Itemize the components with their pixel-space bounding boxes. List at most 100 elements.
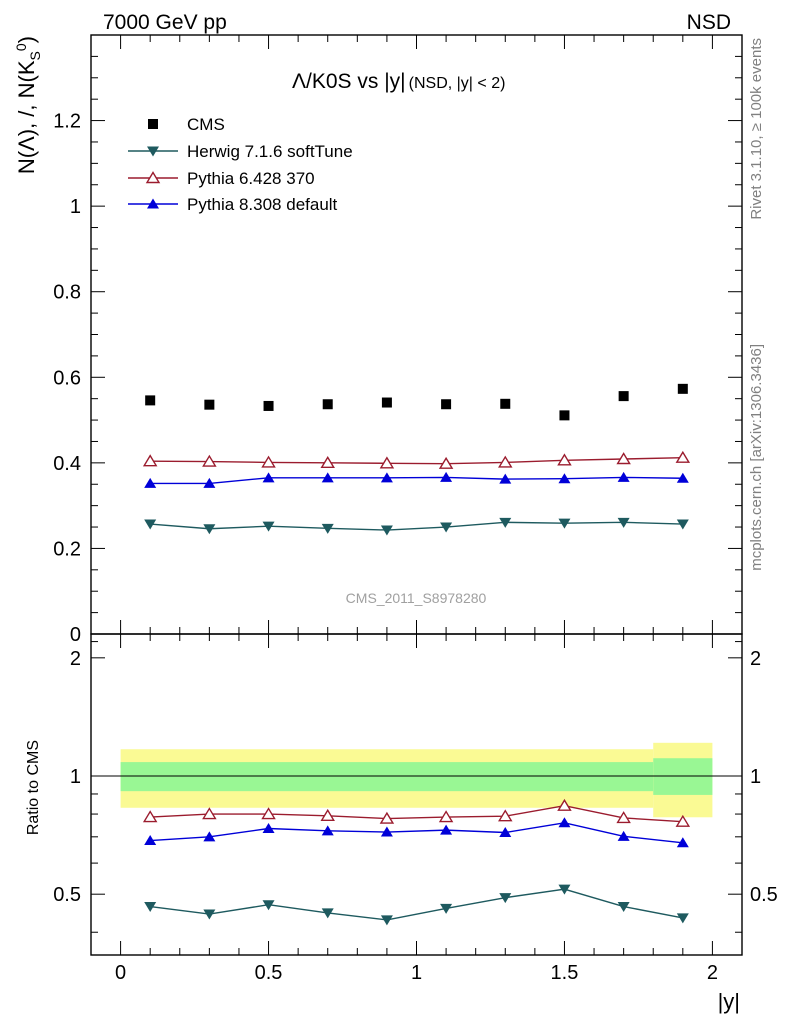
pythia8-ratio-point	[676, 837, 689, 848]
main-plot-panel: 0 0.2 0.4 0.6 0.8 1 1.2 N(Λ), /, N(KS0) Λ/K0S …	[13, 34, 743, 646]
pythia6-main-point	[202, 454, 217, 467]
energy-label: 7000 GeV pp	[103, 11, 227, 34]
herwig-main-line	[150, 521, 683, 531]
pythia6-main-point	[557, 453, 572, 466]
herwig-ratio-point	[321, 908, 334, 919]
ratio-plot-ticks: 0.5 0.5 1 1 2 2 0 0.5 1 1.5 2	[53, 634, 778, 984]
ratio-y-tick-label-right: 2	[750, 648, 761, 670]
herwig-main-point	[203, 524, 216, 535]
herwig-main-point	[499, 517, 512, 528]
cms-main-point	[618, 391, 629, 402]
herwig-ratio-line	[150, 888, 683, 921]
ratio-y-tick-label-left: 1	[70, 766, 81, 788]
cms-main-point	[145, 395, 156, 406]
pythia6-main-point	[498, 455, 513, 468]
watermark-label: CMS_2011_S8978280	[346, 590, 487, 606]
x-tick-label: 2	[707, 962, 718, 984]
x-tick-label: 1.5	[551, 962, 579, 984]
pythia6-main-point	[616, 452, 631, 465]
pythia6-ratio-point	[320, 808, 335, 821]
ratio-inner-band	[653, 758, 713, 795]
herwig-legend-marker	[147, 146, 159, 157]
main-y-axis-label: N(Λ), /, N(KS0)	[13, 36, 43, 174]
main-y-tick-label: 0	[70, 624, 81, 646]
pythia8-ratio-point	[203, 831, 216, 842]
rivet-version-label: Rivet 3.1.10, ≥ 100k events	[748, 38, 765, 220]
pythia6-main-point	[438, 456, 454, 469]
pythia8-ratio-point	[617, 830, 630, 841]
pythia6-main-point	[675, 450, 691, 463]
plot-title-sub: (NSD, |y| < 2)	[409, 75, 506, 92]
pythia8-legend-label: Pythia 8.308 default	[187, 195, 338, 214]
pythia6-ratio-point	[261, 807, 276, 820]
pythia6-ratio-point	[616, 811, 631, 824]
cms-legend-label: CMS	[187, 115, 225, 134]
herwig-ratio-point	[262, 900, 275, 911]
pythia8-main-point	[321, 472, 334, 483]
herwig-main-point	[440, 522, 453, 533]
pythia6-ratio-point	[142, 810, 158, 823]
cms-main-point	[204, 399, 215, 410]
ratio-plot-series	[142, 798, 691, 926]
x-tick-label: 1	[411, 962, 422, 984]
cms-main-point	[322, 399, 333, 410]
ratio-y-axis-label: Ratio to CMS	[25, 740, 42, 835]
cms-main-point	[381, 397, 392, 408]
pythia8-main-point	[262, 472, 275, 483]
pythia8-ratio-point	[558, 817, 571, 828]
cms-legend-marker	[148, 119, 158, 129]
herwig-ratio-point	[203, 909, 216, 920]
pythia6-ratio-line	[150, 805, 683, 823]
pythia6-ratio-point	[202, 807, 217, 820]
x-tick-label: 0.5	[255, 962, 283, 984]
cms-main-point	[441, 399, 452, 410]
herwig-main-point	[262, 521, 275, 532]
pythia8-main-point	[499, 473, 512, 484]
herwig-ratio-point	[499, 893, 512, 904]
pythia8-main-point	[676, 472, 689, 483]
ratio-inner-band	[120, 762, 654, 792]
x-tick-label: 0	[115, 962, 126, 984]
cms-main-point	[500, 398, 511, 409]
pythia6-ratio-point	[379, 811, 395, 824]
main-y-tick-label: 0.8	[53, 282, 81, 304]
pythia8-ratio-point	[380, 826, 393, 837]
main-y-tick-label: 0.6	[53, 367, 81, 389]
main-y-tick-label: 1	[70, 196, 81, 218]
cms-main-point	[263, 400, 274, 411]
pythia6-ratio-point	[675, 814, 691, 827]
herwig-ratio-point	[380, 915, 393, 926]
x-axis-label: |y|	[718, 989, 740, 1014]
cms-main-point	[677, 383, 688, 394]
herwig-ratio-point	[617, 902, 630, 913]
ratio-y-tick-label-right: 0.5	[750, 884, 778, 906]
legend: CMS Herwig 7.1.6 softTune Pythia 6.428 370…	[128, 115, 353, 214]
pythia8-ratio-point	[499, 826, 512, 837]
main-y-tick-label: 1.2	[53, 111, 81, 133]
plot-title-main: Λ/K0S vs |y|	[292, 70, 406, 93]
pythia8-ratio-line	[150, 822, 683, 844]
ratio-plot-frame	[90, 633, 743, 956]
pythia6-legend-label: Pythia 6.428 370	[187, 169, 315, 188]
pythia8-main-point	[440, 471, 453, 482]
herwig-ratio-point	[676, 913, 689, 924]
pythia6-legend-marker	[145, 171, 161, 184]
pythia6-main-line	[150, 457, 683, 465]
pythia8-legend-marker	[147, 198, 159, 209]
pythia8-ratio-point	[144, 835, 157, 846]
herwig-legend-label: Herwig 7.1.6 softTune	[187, 142, 353, 161]
mcplots-label: mcplots.cern.ch [arXiv:1306.3436]	[748, 344, 765, 571]
ratio-plot-panel: 0.5 0.5 1 1 2 2 0 0.5 1 1.5 2 Ratio to CMS |y|	[25, 633, 778, 1014]
pythia6-main-point	[320, 455, 335, 469]
pythia8-main-point	[380, 472, 393, 483]
pythia8-ratio-point	[262, 823, 275, 834]
cms-main-point	[559, 410, 570, 421]
herwig-ratio-point	[144, 902, 157, 913]
main-y-tick-label: 0.4	[53, 453, 81, 475]
pythia8-ratio-point	[440, 824, 453, 835]
herwig-main-point	[558, 518, 571, 529]
ratio-uncertainty-bands	[120, 742, 713, 818]
pythia6-main-point	[379, 456, 395, 469]
pythia6-main-point	[142, 454, 158, 467]
